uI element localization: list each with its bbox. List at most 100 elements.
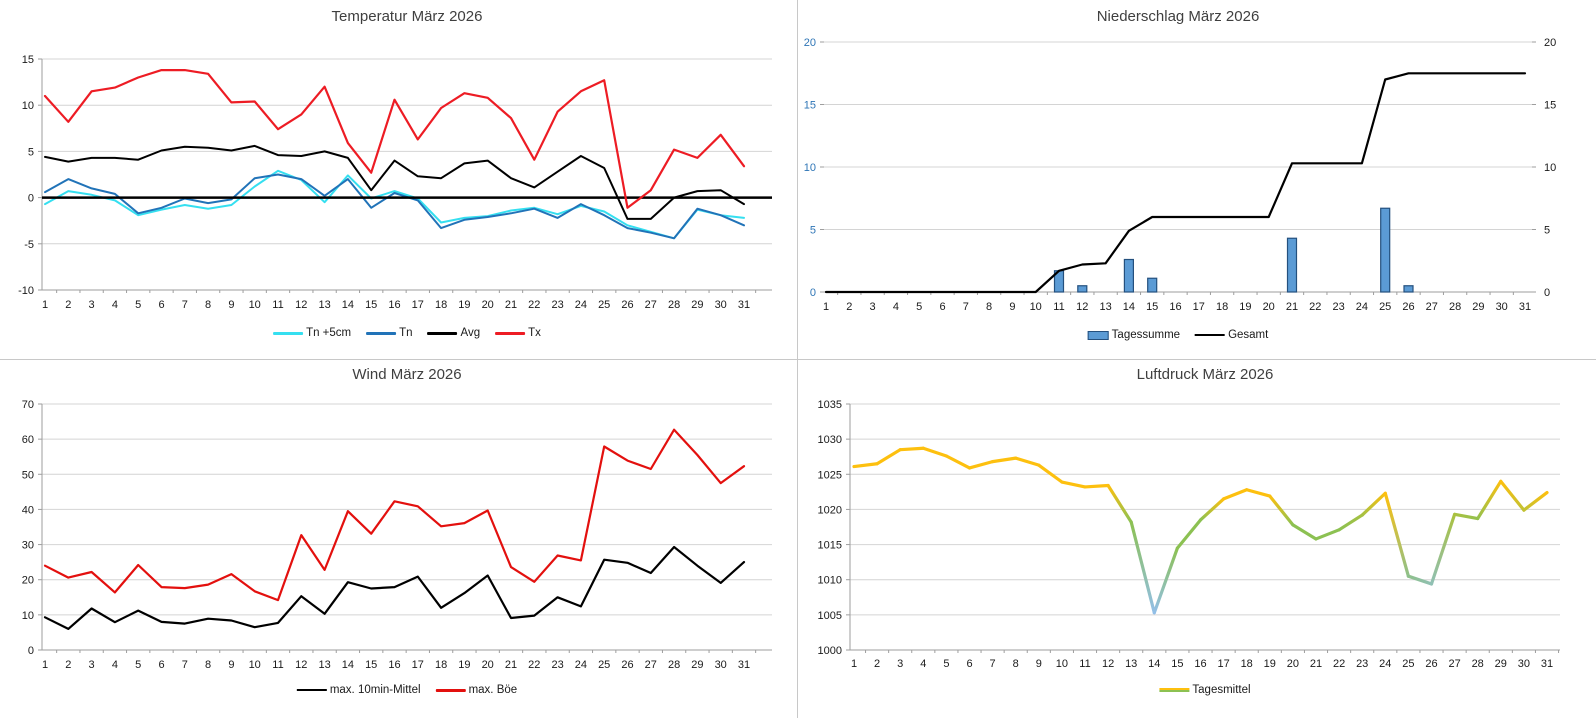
svg-text:26: 26 bbox=[1425, 658, 1437, 670]
series-max. Böe bbox=[43, 428, 746, 602]
svg-text:1: 1 bbox=[823, 301, 829, 313]
series-Gesamt bbox=[824, 72, 1527, 294]
svg-text:30: 30 bbox=[715, 659, 727, 671]
svg-text:17: 17 bbox=[412, 299, 424, 311]
svg-text:29: 29 bbox=[1495, 658, 1507, 670]
y-axis-labels: 1035 1030 1025 1020 1015 1010 1005 1000 bbox=[818, 399, 842, 657]
svg-text:28: 28 bbox=[668, 659, 680, 671]
svg-text:10: 10 bbox=[1056, 658, 1068, 670]
svg-text:7: 7 bbox=[182, 299, 188, 311]
svg-text:3: 3 bbox=[870, 301, 876, 313]
svg-text:18: 18 bbox=[1241, 658, 1253, 670]
svg-text:1: 1 bbox=[851, 658, 857, 670]
pressure-legend: Tagesmittel bbox=[1159, 684, 1251, 696]
svg-text:24: 24 bbox=[575, 299, 587, 311]
svg-text:13: 13 bbox=[318, 299, 330, 311]
temperature-legend: Tn +5cm Tn Avg Tx bbox=[273, 327, 541, 339]
svg-text:15: 15 bbox=[365, 659, 377, 671]
legend-label: Tn bbox=[399, 327, 413, 339]
svg-text:8: 8 bbox=[205, 659, 211, 671]
svg-text:31: 31 bbox=[738, 659, 750, 671]
legend-swatch-thinline bbox=[296, 689, 327, 691]
svg-text:21: 21 bbox=[1286, 301, 1298, 313]
svg-text:20: 20 bbox=[1287, 658, 1299, 670]
series-Tagessumme bbox=[1053, 207, 1414, 293]
svg-text:24: 24 bbox=[575, 659, 587, 671]
svg-text:18: 18 bbox=[1216, 301, 1228, 313]
svg-text:18: 18 bbox=[435, 299, 447, 311]
pressure-chart-panel: 1035 1030 1025 1020 1015 1010 1005 1000 1 2 3 4 5 6 7 8… bbox=[798, 360, 1596, 718]
legend-swatch-line bbox=[273, 331, 304, 335]
svg-text:10: 10 bbox=[1544, 162, 1556, 174]
wind-chart-title: Wind März 2026 bbox=[352, 366, 462, 383]
gridlines bbox=[42, 403, 772, 651]
svg-text:19: 19 bbox=[1239, 301, 1251, 313]
svg-text:6: 6 bbox=[158, 299, 164, 311]
svg-text:13: 13 bbox=[318, 659, 330, 671]
svg-text:4: 4 bbox=[112, 299, 118, 311]
precipitation-chart-title: Niederschlag März 2026 bbox=[1096, 8, 1260, 25]
svg-text:5: 5 bbox=[135, 659, 141, 671]
svg-text:23: 23 bbox=[1332, 301, 1344, 313]
svg-text:9: 9 bbox=[228, 299, 234, 311]
svg-text:-10: -10 bbox=[18, 285, 34, 297]
y-axis-labels: 70 60 50 40 30 20 10 0 bbox=[22, 399, 34, 657]
svg-text:1010: 1010 bbox=[818, 575, 842, 587]
svg-text:19: 19 bbox=[458, 659, 470, 671]
svg-text:25: 25 bbox=[598, 659, 610, 671]
legend-label: max. 10min-Mittel bbox=[329, 684, 421, 696]
svg-text:1020: 1020 bbox=[818, 504, 842, 516]
svg-text:60: 60 bbox=[22, 434, 34, 446]
svg-text:17: 17 bbox=[1193, 301, 1205, 313]
svg-text:6: 6 bbox=[158, 659, 164, 671]
svg-text:10: 10 bbox=[1030, 301, 1042, 313]
svg-text:1000: 1000 bbox=[818, 645, 842, 657]
svg-text:40: 40 bbox=[22, 504, 34, 516]
svg-text:8: 8 bbox=[205, 299, 211, 311]
svg-text:13: 13 bbox=[1125, 658, 1137, 670]
svg-text:3: 3 bbox=[89, 299, 95, 311]
legend-label: Tagesmittel bbox=[1192, 684, 1251, 696]
svg-text:30: 30 bbox=[1518, 658, 1530, 670]
svg-text:1035: 1035 bbox=[818, 399, 842, 411]
svg-text:16: 16 bbox=[388, 659, 400, 671]
axes bbox=[38, 403, 772, 653]
svg-text:12: 12 bbox=[1076, 301, 1088, 313]
series-Tx bbox=[43, 68, 746, 209]
svg-text:27: 27 bbox=[645, 659, 657, 671]
series-max. 10min-Mittel bbox=[43, 545, 746, 630]
svg-text:17: 17 bbox=[412, 659, 424, 671]
svg-text:1025: 1025 bbox=[818, 469, 842, 481]
svg-text:29: 29 bbox=[1472, 301, 1484, 313]
svg-text:2: 2 bbox=[65, 659, 71, 671]
svg-text:20: 20 bbox=[482, 659, 494, 671]
legend-label: Gesamt bbox=[1228, 329, 1269, 341]
legend-swatch-gradline bbox=[1159, 688, 1190, 692]
svg-text:1005: 1005 bbox=[818, 610, 842, 622]
svg-text:20: 20 bbox=[1544, 37, 1556, 49]
svg-text:12: 12 bbox=[295, 299, 307, 311]
svg-text:1: 1 bbox=[42, 299, 48, 311]
svg-text:28: 28 bbox=[1472, 658, 1484, 670]
svg-text:4: 4 bbox=[893, 301, 899, 313]
svg-text:25: 25 bbox=[1379, 301, 1391, 313]
svg-text:29: 29 bbox=[691, 299, 703, 311]
svg-text:27: 27 bbox=[645, 299, 657, 311]
svg-text:70: 70 bbox=[22, 399, 34, 411]
gridlines bbox=[42, 58, 772, 291]
svg-text:25: 25 bbox=[1402, 658, 1414, 670]
gridlines bbox=[850, 403, 1560, 651]
svg-text:1: 1 bbox=[42, 659, 48, 671]
svg-text:11: 11 bbox=[272, 299, 283, 311]
x-axis-labels: 1 2 3 4 5 6 7 8 9 10 11 12 13 14 15 16 17 18 19 20 21 22 23 24 2… bbox=[42, 299, 750, 311]
svg-text:5: 5 bbox=[28, 146, 34, 158]
svg-text:20: 20 bbox=[1263, 301, 1275, 313]
svg-text:24: 24 bbox=[1356, 301, 1368, 313]
svg-text:30: 30 bbox=[1496, 301, 1508, 313]
svg-text:5: 5 bbox=[135, 299, 141, 311]
legend-item: max. Böe bbox=[435, 684, 517, 696]
svg-text:9: 9 bbox=[228, 659, 234, 671]
temperature-chart-panel: 15 10 5 0 -5 -10 1 2 3 4 5 6 7 8 9 10 11 12 13 14 15 16 17 18 19… bbox=[0, 0, 797, 359]
